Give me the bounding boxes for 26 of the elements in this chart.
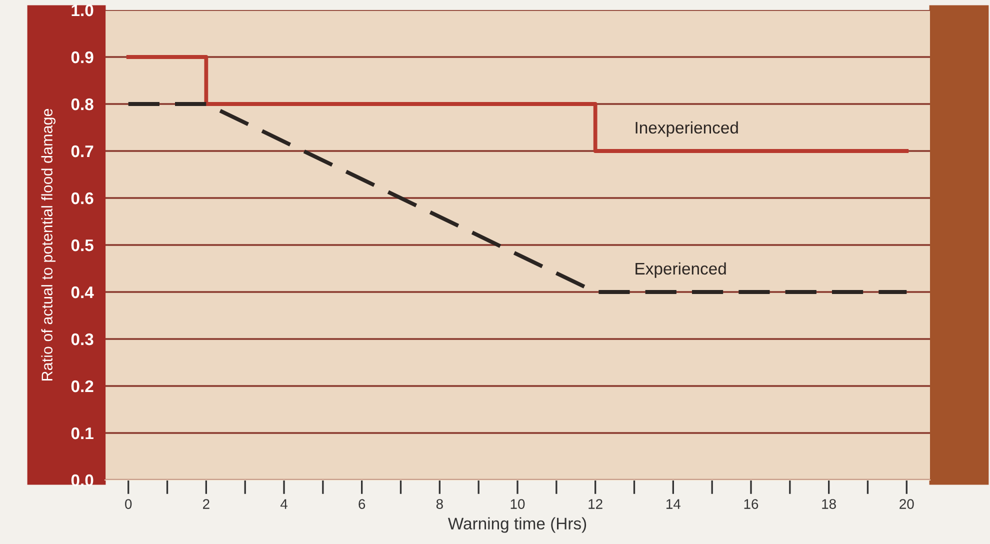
x-tick-label: 12 xyxy=(588,499,602,509)
y-tick-label: 0.7 xyxy=(71,145,94,158)
y-tick-label: 0.0 xyxy=(71,474,94,486)
x-tick-label: 8 xyxy=(436,499,443,509)
y-tick-label: 0.6 xyxy=(71,192,94,204)
x-tick-label: 2 xyxy=(203,499,210,509)
y-tick-label: 0.1 xyxy=(71,427,94,440)
y-tick-label: 1.0 xyxy=(72,4,94,16)
x-tick-label: 20 xyxy=(900,499,914,509)
series-label: Inexperienced xyxy=(636,121,738,137)
x-tick-label: 0 xyxy=(125,499,132,509)
y-tick-label: 0.9 xyxy=(71,51,94,64)
series-label: Experienced xyxy=(636,262,726,278)
x-tick-label: 16 xyxy=(744,499,758,509)
y-axis-title: Ratio of actual to potential flood damage xyxy=(41,108,56,380)
y-tick-label: 0.2 xyxy=(71,380,94,392)
y-tick-label: 0.3 xyxy=(71,333,94,346)
x-axis-title: Warning time (Hrs) xyxy=(448,517,586,533)
x-tick-label: 10 xyxy=(510,499,525,509)
x-tick-label: 4 xyxy=(280,499,288,509)
y-tick-label: 0.8 xyxy=(71,98,94,110)
x-tick-label: 14 xyxy=(666,499,680,509)
y-tick-label: 0.5 xyxy=(71,239,94,252)
y-tick-label: 0.4 xyxy=(71,286,94,298)
x-tick-label: 18 xyxy=(822,499,836,509)
x-tick-label: 6 xyxy=(358,499,366,509)
